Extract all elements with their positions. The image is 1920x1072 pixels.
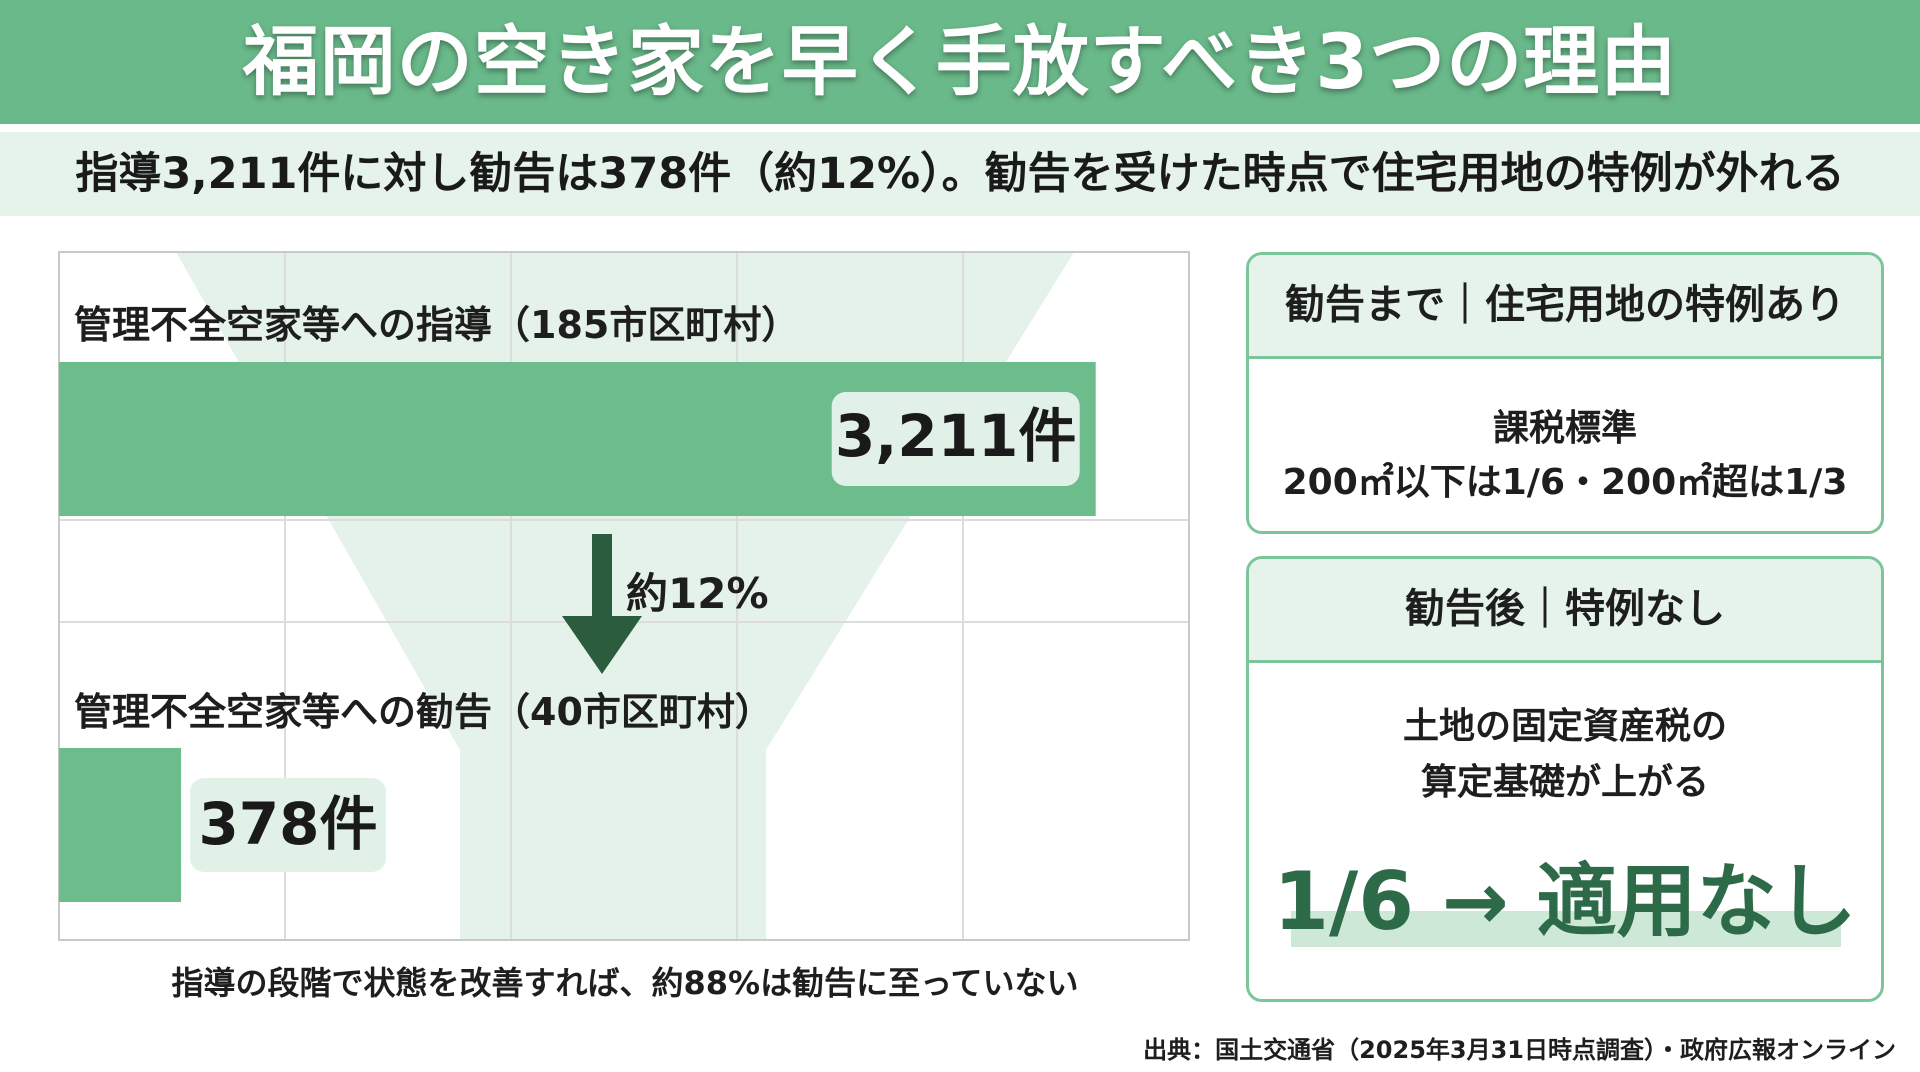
card-text-line: 算定基礎が上がる [1420, 762, 1709, 803]
arrow-label: 約12% [626, 569, 769, 618]
card-highlight-text: 1/6 → 適用なし [1273, 855, 1857, 948]
card-text-line: 200㎡以下は1/6・200㎡超は1/3 [1282, 462, 1848, 503]
arrow-head [562, 616, 642, 674]
value-label-box [831, 392, 1080, 486]
card-text-line: 課税標準 [1492, 408, 1637, 449]
card-header: 勧告まで｜住宅用地の特例あり [1249, 255, 1881, 359]
page-title: 福岡の空き家を早く手放すべき3つの理由 [242, 17, 1678, 106]
card-text-line: 土地の固定資産税の [1402, 706, 1727, 747]
bar-recommendation [59, 748, 182, 902]
title-band [0, 0, 1920, 124]
value-label: 378件 [198, 790, 377, 858]
chart-caption: 指導の段階で状態を改善すれば、約88%は勧告に至っていない [171, 964, 1079, 1002]
value-label: 3,211件 [835, 402, 1076, 470]
subtitle-band [0, 132, 1920, 216]
category-label: 管理不全空家等への勧告（40市区町村） [74, 690, 773, 734]
source-note: 出典：国土交通省（2025年3月31日時点調査）・政府広報オンライン [1143, 1036, 1896, 1064]
page-subtitle: 指導3,211件に対し勧告は378件（約12%）。勧告を受けた時点で住宅用地の特… [75, 149, 1845, 199]
highlight-marker [1291, 911, 1841, 947]
value-label-box [190, 778, 386, 872]
card-after-recommendation: 勧告後｜特例なし 土地の固定資産税の 算定基礎が上がる 1/6 → 適用なし [1246, 556, 1884, 1002]
category-label: 管理不全空家等への指導（185市区町村） [74, 303, 799, 347]
chart-frame [58, 251, 1190, 941]
down-arrow-icon: 約12% [562, 534, 769, 674]
card-before-recommendation: 勧告まで｜住宅用地の特例あり 課税標準 200㎡以下は1/6・200㎡超は1/3 [1246, 252, 1884, 534]
funnel-bar-chart: 管理不全空家等への指導（185市区町村） 3,211件管理不全空家等への勧告（40… [58, 251, 1190, 941]
arrow-shaft [592, 534, 612, 618]
card-header: 勧告後｜特例なし [1249, 559, 1881, 663]
chart-bars: 管理不全空家等への指導（185市区町村） 3,211件管理不全空家等への勧告（40… [59, 303, 1096, 902]
